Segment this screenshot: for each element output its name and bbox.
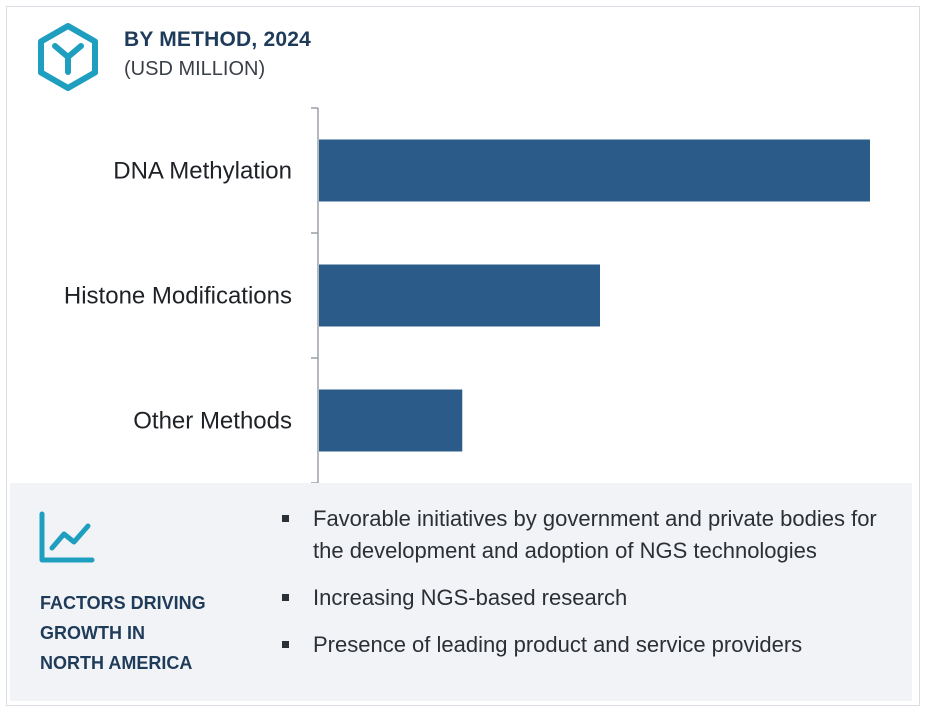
factor-item: Favorable initiatives by government and … [282, 503, 902, 567]
factors-title-line: GROWTH IN [40, 623, 145, 643]
bar [319, 389, 463, 452]
hexagon-y-icon [38, 23, 98, 91]
factor-item: Presence of leading product and service … [282, 629, 902, 661]
category-label: DNA Methylation [113, 158, 292, 185]
factor-item: Increasing NGS-based research [282, 582, 902, 614]
category-label: Other Methods [133, 408, 292, 435]
bar-chart: DNA Methylation Histone Modifications Othe… [64, 107, 870, 484]
factors-title-line: FACTORS DRIVING [40, 593, 206, 613]
bar [319, 139, 870, 202]
factors-title-line: NORTH AMERICA [40, 653, 193, 673]
chart-title: BY METHOD, 2024 [124, 28, 312, 51]
bar [319, 264, 601, 327]
factors-panel [10, 483, 912, 701]
factors-title: FACTORS DRIVING GROWTH IN NORTH AMERICA [40, 588, 260, 678]
chart-subtitle: (USD MILLION) [124, 58, 266, 80]
line-chart-icon [39, 511, 95, 563]
factors-list: Favorable initiatives by government and … [282, 503, 902, 676]
category-label: Histone Modifications [64, 283, 292, 310]
